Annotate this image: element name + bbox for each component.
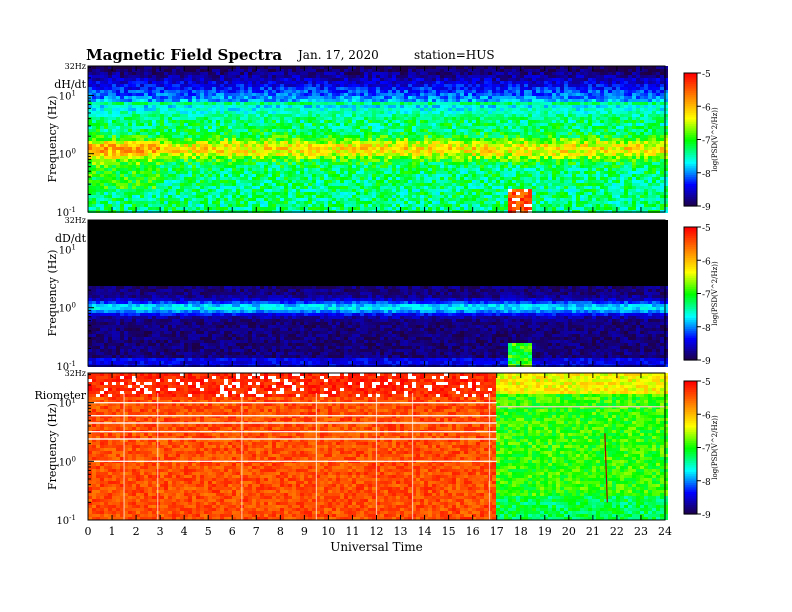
colorbar-tick-label: -7 bbox=[702, 291, 711, 301]
panel-label: dH/dt bbox=[54, 78, 86, 91]
x-tick-label: 6 bbox=[229, 525, 236, 538]
heatmap-1 bbox=[88, 66, 668, 213]
heatmap-2 bbox=[88, 220, 668, 367]
colorbar-tick-label: -7 bbox=[702, 445, 711, 455]
colorbar-tick-label: -7 bbox=[702, 137, 711, 147]
x-tick-label: 23 bbox=[634, 525, 648, 538]
y-tick-label: 100 bbox=[59, 302, 76, 315]
x-tick-label: 20 bbox=[562, 525, 576, 538]
y-tick-label: 100 bbox=[59, 455, 76, 468]
y-axis-label: Frequency (Hz) bbox=[46, 250, 59, 337]
colorbar-tick-label: -8 bbox=[702, 324, 711, 334]
colorbar: -5 -6 -7 -8 -9 log(PSD(V^2/Hz)) bbox=[684, 224, 719, 367]
x-tick-label: 4 bbox=[181, 525, 188, 538]
x-tick-label: 1 bbox=[109, 525, 116, 538]
x-tick-label: 21 bbox=[586, 525, 600, 538]
colorbar-tick-label: -9 bbox=[702, 511, 711, 521]
x-tick-label: 17 bbox=[490, 525, 504, 538]
x-tick-label: 24 bbox=[658, 525, 672, 538]
colorbar-tick-label: -9 bbox=[702, 203, 711, 213]
x-tick-label: 18 bbox=[514, 525, 528, 538]
top-frequency-label: 32Hz bbox=[65, 369, 86, 378]
colorbar-tick-label: -5 bbox=[702, 378, 711, 388]
x-tick-label: 8 bbox=[277, 525, 284, 538]
y-tick-label: 100 bbox=[59, 148, 76, 161]
colorbar-label: log(PSD(V^2/Hz)) bbox=[711, 415, 719, 480]
colorbar-tick-label: -8 bbox=[702, 170, 711, 180]
y-tick-label: 10-1 bbox=[56, 514, 76, 527]
colorbar-tick-label: -9 bbox=[702, 357, 711, 367]
x-tick-label: 13 bbox=[394, 525, 408, 538]
colorbar-tick-label: -5 bbox=[702, 70, 711, 80]
colorbar-tick-label: -6 bbox=[702, 411, 711, 421]
y-tick-label: 101 bbox=[59, 89, 76, 102]
x-tick-label: 22 bbox=[610, 525, 624, 538]
colorbar: -5 -6 -7 -8 -9 log(PSD(V^2/Hz)) bbox=[684, 70, 719, 213]
x-tick-label: 14 bbox=[418, 525, 432, 538]
x-tick-label: 19 bbox=[538, 525, 552, 538]
y-tick-label: 101 bbox=[59, 397, 76, 410]
x-tick-label: 9 bbox=[301, 525, 308, 538]
colorbar-tick-label: -6 bbox=[702, 103, 711, 113]
x-tick-label: 15 bbox=[442, 525, 456, 538]
colorbar-tick-label: -6 bbox=[702, 257, 711, 267]
heatmap-3 bbox=[88, 373, 668, 520]
x-tick-label: 12 bbox=[370, 525, 384, 538]
top-frequency-label: 32Hz bbox=[65, 62, 86, 71]
x-tick-label: 10 bbox=[321, 525, 335, 538]
colorbar-tick-label: -5 bbox=[702, 224, 711, 234]
x-tick-label: 2 bbox=[133, 525, 140, 538]
colorbar: -5 -6 -7 -8 -9 log(PSD(V^2/Hz)) bbox=[684, 378, 719, 521]
y-axis-label: Frequency (Hz) bbox=[46, 403, 59, 490]
x-tick-label: 3 bbox=[157, 525, 164, 538]
y-axis-label: Frequency (Hz) bbox=[46, 96, 59, 183]
colorbar-label: log(PSD(V^2/Hz)) bbox=[711, 107, 719, 172]
colorbar-label: log(PSD(V^2/Hz)) bbox=[711, 261, 719, 326]
x-tick-label: 7 bbox=[253, 525, 260, 538]
x-tick-label: 16 bbox=[466, 525, 480, 538]
x-tick-label: 0 bbox=[85, 525, 92, 538]
x-axis-label: Universal Time bbox=[330, 540, 423, 554]
colorbar-tick-label: -8 bbox=[702, 478, 711, 488]
y-tick-label: 101 bbox=[59, 243, 76, 256]
x-tick-label: 11 bbox=[345, 525, 359, 538]
x-tick-label: 5 bbox=[205, 525, 212, 538]
top-frequency-label: 32Hz bbox=[65, 216, 86, 225]
